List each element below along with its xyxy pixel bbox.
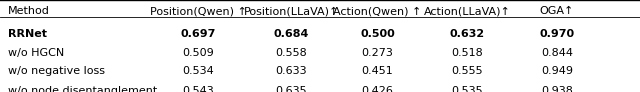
- Text: 0.697: 0.697: [180, 29, 216, 39]
- Text: 0.451: 0.451: [362, 66, 394, 76]
- Text: Position(LLaVA)↑: Position(LLaVA)↑: [243, 6, 339, 16]
- Text: 0.518: 0.518: [451, 48, 483, 58]
- Text: OGA↑: OGA↑: [540, 6, 574, 16]
- Text: RRNet: RRNet: [8, 29, 47, 39]
- Text: w/o HGCN: w/o HGCN: [8, 48, 64, 58]
- Text: w/o node disentanglement: w/o node disentanglement: [8, 86, 157, 92]
- Text: 0.426: 0.426: [362, 86, 394, 92]
- Text: 0.684: 0.684: [273, 29, 309, 39]
- Text: Method: Method: [8, 6, 49, 16]
- Text: 0.970: 0.970: [540, 29, 574, 39]
- Text: 0.558: 0.558: [275, 48, 307, 58]
- Text: 0.844: 0.844: [541, 48, 573, 58]
- Text: 0.273: 0.273: [362, 48, 394, 58]
- Text: 0.633: 0.633: [275, 66, 307, 76]
- Text: 0.543: 0.543: [182, 86, 214, 92]
- Text: 0.500: 0.500: [360, 29, 395, 39]
- Text: Position(Qwen) ↑: Position(Qwen) ↑: [150, 6, 247, 16]
- Text: 0.509: 0.509: [182, 48, 214, 58]
- Text: 0.534: 0.534: [182, 66, 214, 76]
- Text: Action(LLaVA)↑: Action(LLaVA)↑: [424, 6, 511, 16]
- Text: w/o negative loss: w/o negative loss: [8, 66, 105, 76]
- Text: 0.635: 0.635: [275, 86, 307, 92]
- Text: 0.555: 0.555: [451, 66, 483, 76]
- Text: 0.949: 0.949: [541, 66, 573, 76]
- Text: 0.938: 0.938: [541, 86, 573, 92]
- Text: Action(Qwen) ↑: Action(Qwen) ↑: [333, 6, 422, 16]
- Text: 0.535: 0.535: [451, 86, 483, 92]
- Text: 0.632: 0.632: [450, 29, 484, 39]
